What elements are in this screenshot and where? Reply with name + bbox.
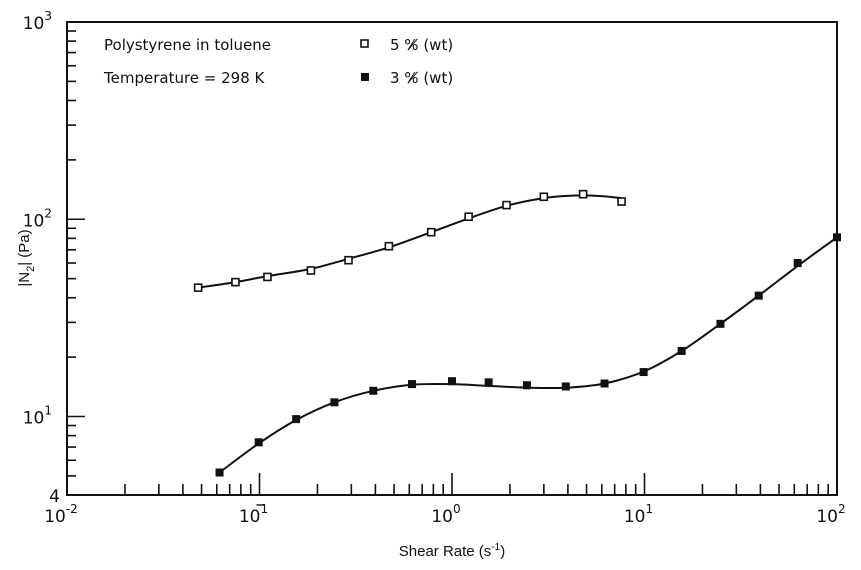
fit-curves [197,194,838,474]
data-point-5pct [617,197,626,206]
axis-ticks [66,30,838,496]
data-point-3pct [677,346,686,355]
data-point-3pct [793,259,802,268]
legend-marker-5pct [360,39,369,48]
x-tick-label: 101 [624,502,653,527]
legend-marker-3pct [361,73,369,81]
fit-curve-5pct [197,194,622,289]
data-point-3pct [484,378,493,387]
data-point-3pct [254,438,263,447]
legend-label-5pct: 5 %̸ (wt) [390,36,453,54]
y-tick-label: 101 [23,404,52,429]
legend-label-3pct: 3 %̸ (wt) [390,69,453,87]
data-point-3pct [215,468,224,477]
data-point-3pct [292,415,301,424]
data-markers [193,189,841,477]
data-point-3pct [754,291,763,300]
data-point-5pct [193,283,203,292]
x-tick-label: 102 [816,502,845,527]
data-point-3pct [639,368,648,377]
y-tick-label: 102 [23,206,52,231]
data-point-3pct [330,398,339,407]
data-point-5pct [344,255,353,265]
x-axis-title: Shear Rate (s-1) [399,542,505,560]
x-tick-label: 100 [431,502,460,527]
axis-tick-labels: 10-2 101 100 101 102 4 101 102 103 [23,9,846,527]
data-point-3pct [716,319,725,328]
data-point-5pct [231,277,240,287]
data-point-5pct [578,189,588,199]
data-point-5pct [306,266,316,275]
data-point-5pct [263,272,272,282]
data-point-3pct [833,233,841,242]
data-point-3pct [561,382,570,391]
data-point-3pct [408,380,417,389]
y-tick-label: 4 [49,487,60,507]
x-tick-label: 10-2 [44,502,78,527]
data-point-3pct [600,379,609,388]
data-point-3pct [369,386,378,395]
data-point-5pct [502,200,511,210]
plot-frame [66,21,838,496]
annotation-line-2: Temperature = 298 K [103,69,266,87]
data-point-5pct [464,212,473,222]
data-point-5pct [426,227,436,237]
data-point-3pct [448,377,456,386]
y-axis-title: |N2| (Pa) [16,229,37,286]
y-tick-label: 103 [23,9,52,34]
x-tick-label: 101 [239,502,268,527]
data-point-3pct [522,381,531,390]
data-point-5pct [539,192,549,202]
data-point-5pct [384,241,394,251]
annotation-line-1: Polystyrene in toluene [104,36,271,54]
